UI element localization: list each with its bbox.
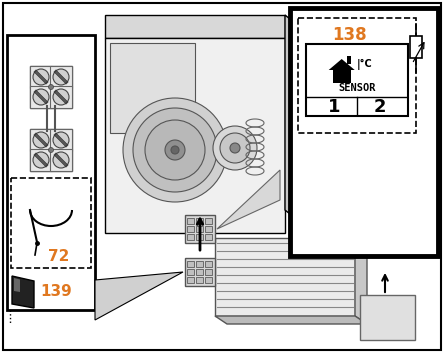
- Bar: [196, 218, 203, 224]
- Circle shape: [33, 89, 49, 105]
- Polygon shape: [215, 316, 367, 324]
- Circle shape: [133, 108, 217, 192]
- Circle shape: [123, 98, 227, 202]
- Polygon shape: [12, 276, 34, 308]
- Polygon shape: [217, 170, 280, 229]
- Text: SENSOR: SENSOR: [338, 83, 376, 93]
- Bar: [335, 169, 361, 195]
- Bar: [30, 129, 52, 151]
- Circle shape: [339, 173, 357, 191]
- Bar: [187, 234, 194, 240]
- Bar: [187, 218, 194, 224]
- Bar: [50, 66, 72, 88]
- Polygon shape: [105, 15, 285, 38]
- Circle shape: [339, 195, 357, 213]
- Circle shape: [53, 132, 69, 148]
- Circle shape: [213, 126, 257, 170]
- Circle shape: [33, 69, 49, 85]
- Circle shape: [230, 143, 240, 153]
- Bar: [298, 18, 416, 133]
- Bar: [290, 8, 438, 256]
- Bar: [347, 56, 351, 64]
- Bar: [333, 70, 351, 83]
- Text: 1: 1: [328, 98, 341, 116]
- Bar: [357, 169, 383, 195]
- Bar: [30, 86, 52, 108]
- Text: |°C: |°C: [357, 59, 373, 70]
- Bar: [110, 43, 195, 133]
- Circle shape: [361, 173, 379, 191]
- Circle shape: [357, 191, 361, 196]
- Bar: [196, 234, 203, 240]
- Bar: [50, 129, 72, 151]
- Text: 138: 138: [332, 26, 366, 44]
- Bar: [196, 277, 203, 283]
- Circle shape: [171, 146, 179, 154]
- Bar: [196, 226, 203, 232]
- Bar: [185, 215, 215, 243]
- Circle shape: [33, 132, 49, 148]
- Bar: [30, 66, 72, 108]
- Polygon shape: [14, 278, 20, 292]
- Bar: [105, 38, 285, 233]
- Circle shape: [48, 84, 53, 90]
- Bar: [205, 261, 212, 267]
- Bar: [215, 238, 355, 316]
- Bar: [205, 234, 212, 240]
- Text: 2: 2: [373, 98, 386, 116]
- Bar: [187, 269, 194, 275]
- Bar: [357, 191, 383, 217]
- Bar: [196, 261, 203, 267]
- Circle shape: [53, 152, 69, 168]
- Bar: [205, 226, 212, 232]
- Circle shape: [33, 152, 49, 168]
- Bar: [205, 218, 212, 224]
- Polygon shape: [285, 15, 295, 218]
- Bar: [187, 226, 194, 232]
- Bar: [30, 129, 72, 171]
- Bar: [11, 178, 91, 268]
- Bar: [306, 44, 408, 116]
- Circle shape: [220, 133, 250, 163]
- Circle shape: [361, 195, 379, 213]
- Bar: [185, 258, 215, 286]
- Polygon shape: [329, 59, 355, 70]
- Bar: [30, 149, 52, 171]
- Polygon shape: [355, 238, 367, 324]
- Circle shape: [165, 140, 185, 160]
- Bar: [30, 66, 52, 88]
- Bar: [205, 277, 212, 283]
- Bar: [50, 86, 72, 108]
- Bar: [410, 36, 422, 58]
- Text: 72: 72: [48, 249, 70, 264]
- Bar: [360, 295, 415, 340]
- Circle shape: [48, 148, 53, 152]
- Circle shape: [145, 120, 205, 180]
- Bar: [205, 269, 212, 275]
- Bar: [187, 261, 194, 267]
- Circle shape: [53, 69, 69, 85]
- Circle shape: [53, 89, 69, 105]
- Text: 139: 139: [40, 285, 72, 299]
- Bar: [50, 149, 72, 171]
- Bar: [187, 277, 194, 283]
- Bar: [7, 35, 95, 310]
- Bar: [335, 169, 383, 217]
- Bar: [196, 269, 203, 275]
- Polygon shape: [95, 272, 183, 320]
- Bar: [335, 191, 361, 217]
